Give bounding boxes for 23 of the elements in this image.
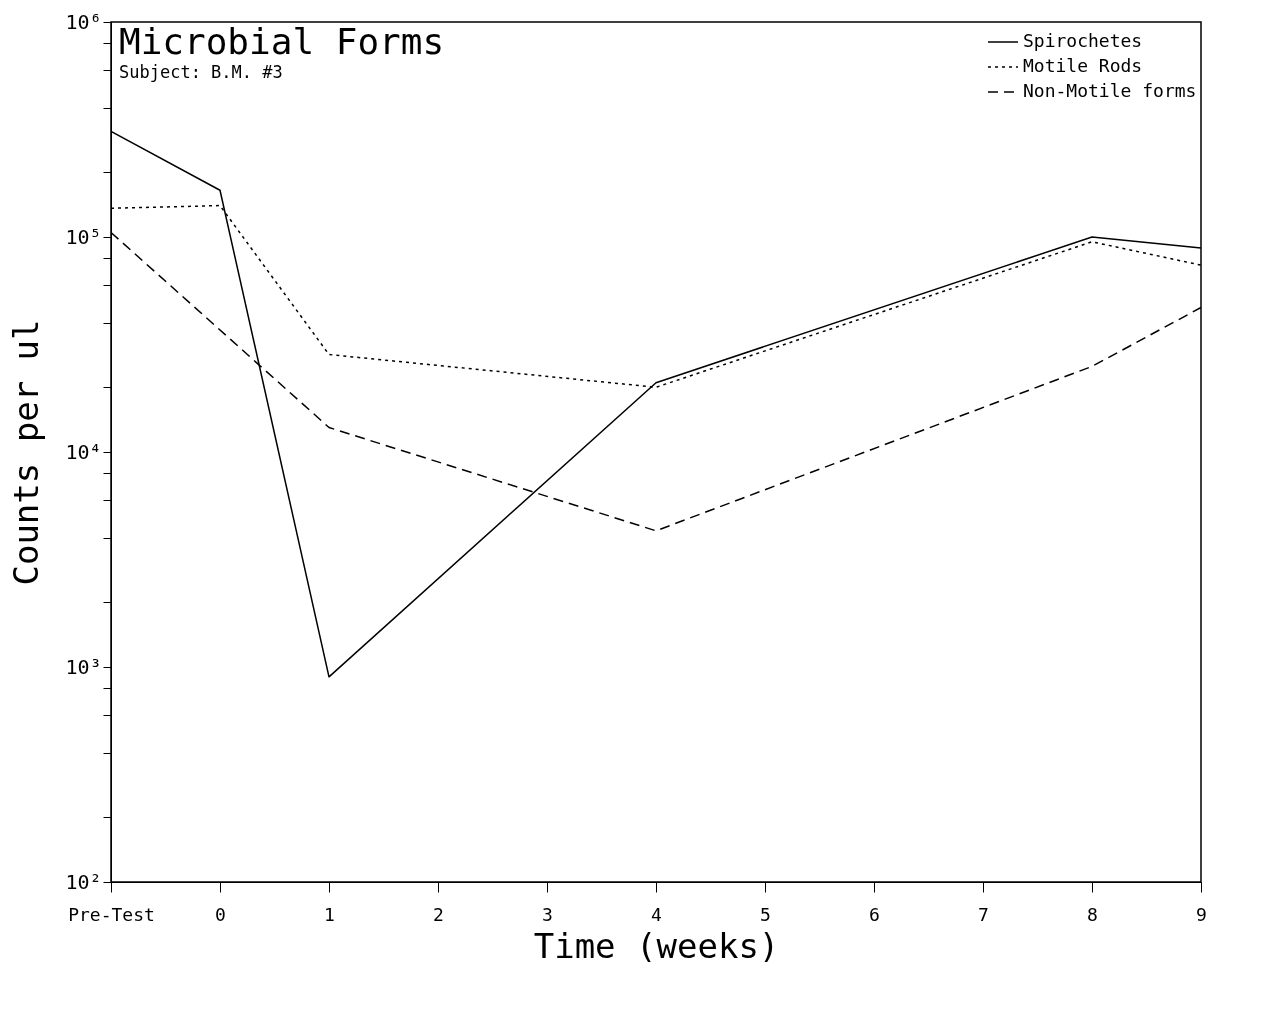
legend-label: Spirochetes	[1023, 30, 1143, 51]
x-tick-label: 0	[215, 903, 226, 925]
x-tick-label: 5	[760, 903, 771, 925]
x-tick-label: 1	[324, 903, 335, 925]
x-tick-label: 9	[1196, 903, 1207, 925]
x-tick-label: Pre-Test	[68, 903, 155, 925]
x-tick-label: 6	[869, 903, 880, 925]
y-tick-label: 10³	[65, 654, 102, 679]
x-tick-label: 4	[651, 903, 662, 925]
y-tick-label: 10⁴	[65, 439, 102, 464]
x-tick-label: 7	[978, 903, 989, 925]
x-axis-title: Time (weeks)	[533, 925, 780, 966]
x-tick-label: 3	[542, 903, 553, 925]
y-axis-title: Counts per ul	[6, 319, 47, 586]
x-tick-label: 8	[1087, 903, 1098, 925]
y-tick-label: 10⁶	[65, 9, 102, 34]
legend-label: Non-Motile forms	[1023, 80, 1197, 101]
y-tick-label: 10²	[65, 869, 102, 894]
text: Subject: B.M. #3	[119, 62, 283, 82]
chart-title: Microbial Forms	[119, 21, 445, 62]
x-tick-label: 2	[433, 903, 444, 925]
y-tick-label: 10⁵	[65, 224, 102, 249]
legend-label: Motile Rods	[1023, 55, 1143, 76]
